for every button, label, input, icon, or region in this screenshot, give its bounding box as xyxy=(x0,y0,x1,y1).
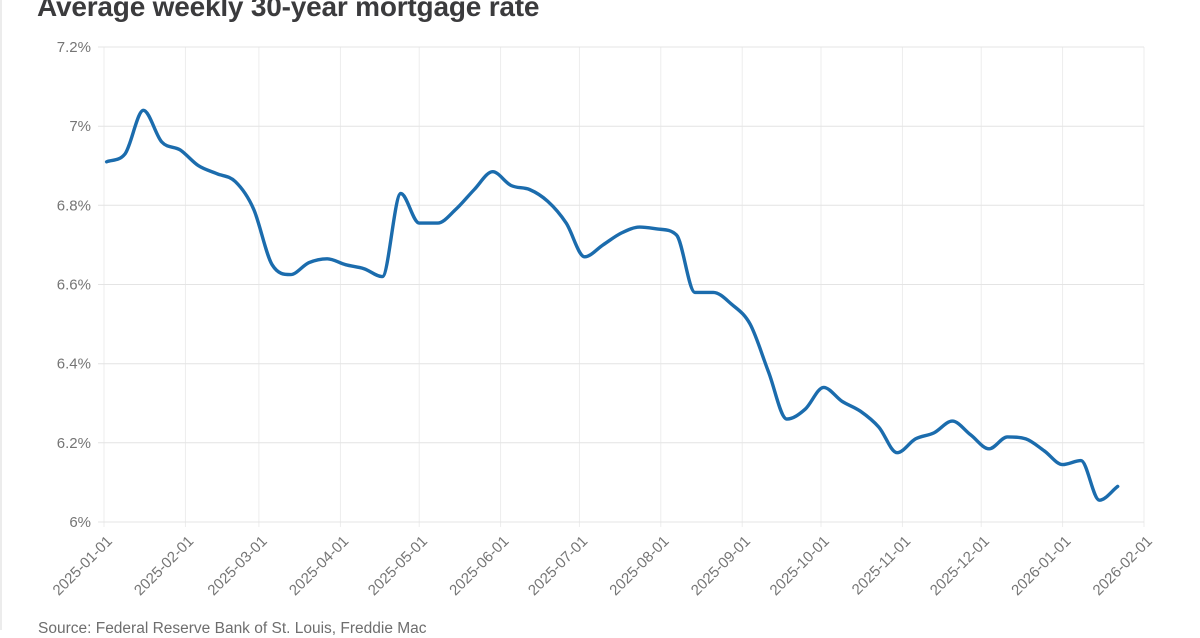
x-tick-label: 2025-07-01 xyxy=(525,533,591,599)
x-tick-label: 2025-12-01 xyxy=(927,533,993,599)
x-tick-label: 2025-08-01 xyxy=(606,533,672,599)
x-tick-label: 2025-04-01 xyxy=(286,533,352,599)
y-tick-label: 6.4% xyxy=(57,356,91,373)
x-tick-label: 2025-10-01 xyxy=(767,533,833,599)
y-tick-label: 6.8% xyxy=(57,197,91,214)
x-tick-label: 2026-02-01 xyxy=(1090,533,1156,599)
y-tick-label: 6.6% xyxy=(57,277,91,294)
x-tick-label: 2025-03-01 xyxy=(204,533,270,599)
rate-line xyxy=(104,108,1120,502)
y-tick-label: 6.2% xyxy=(57,435,91,452)
x-tick-label: 2025-05-01 xyxy=(365,533,431,599)
x-tick-label: 2025-02-01 xyxy=(131,533,197,599)
x-tick-label: 2025-11-01 xyxy=(849,533,914,598)
x-tick-label: 2025-09-01 xyxy=(688,533,754,599)
card-left-edge xyxy=(0,0,2,630)
x-tick-label: 2025-01-01 xyxy=(50,533,116,599)
source-note: Source: Federal Reserve Bank of St. Loui… xyxy=(38,620,427,637)
chart-title: Average weekly 30-year mortgage rate xyxy=(37,0,540,22)
x-tick-label: 2026-01-01 xyxy=(1008,533,1074,599)
y-tick-label: 7% xyxy=(69,118,91,135)
y-tick-label: 7.2% xyxy=(57,39,91,56)
x-tick-label: 2025-06-01 xyxy=(446,533,512,599)
y-tick-label: 6% xyxy=(69,514,91,531)
